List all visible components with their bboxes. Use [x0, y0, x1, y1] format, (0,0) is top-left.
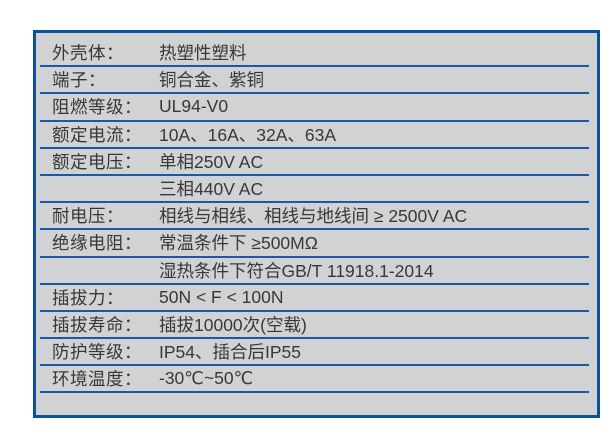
- spec-label: 环境温度：: [52, 369, 142, 390]
- spec-row: 插拔力： 50N < F < 100N: [40, 285, 589, 312]
- spec-row: 阻燃等级： UL94-V0: [40, 94, 589, 122]
- spec-label: 阻燃等级：: [52, 97, 142, 118]
- spec-value: 单相250V AC: [159, 151, 264, 172]
- spec-label: 外壳体：: [52, 43, 124, 64]
- spec-value: UL94-V0: [159, 96, 229, 117]
- spec-label: 防护等级：: [52, 342, 142, 363]
- spec-row: 耐电压： 相线与相线、相线与地线间 ≥ 2500V AC: [40, 203, 589, 231]
- spec-label: 耐电压：: [52, 206, 124, 227]
- spec-row: 三相440V AC: [40, 176, 589, 204]
- spec-label: 插拔力：: [52, 287, 124, 308]
- spec-row: 额定电流： 10A、16A、32A、63A: [40, 122, 589, 149]
- spec-row: 外壳体： 热塑性塑料: [40, 40, 589, 68]
- spec-value: -30℃~50℃: [159, 368, 254, 389]
- spec-row: 插拔寿命： 插拔10000次(空载): [40, 312, 589, 340]
- spec-row: 绝缘电阻： 常温条件下 ≥500MΩ: [40, 230, 589, 258]
- spec-table: 外壳体： 热塑性塑料 端子： 铜合金、紫铜 阻燃等级： UL94-V0 额定电流…: [33, 30, 600, 418]
- spec-label: 绝缘电阻：: [52, 233, 142, 254]
- spec-row: 湿热条件下符合GB/T 11918.1-2014: [40, 258, 589, 285]
- spec-label: 额定电压：: [52, 151, 142, 172]
- spec-label: 插拔寿命：: [52, 314, 142, 335]
- spec-row: 端子： 铜合金、紫铜: [40, 67, 589, 95]
- spec-value: 10A、16A、32A、63A: [159, 124, 337, 145]
- spec-value: IP54、插合后IP55: [159, 342, 301, 363]
- spec-label: 额定电流：: [52, 124, 142, 145]
- spec-value: 铜合金、紫铜: [159, 70, 264, 91]
- spec-value: 热塑性塑料: [159, 43, 247, 64]
- spec-row: 环境温度： -30℃~50℃: [40, 366, 589, 394]
- spec-value: 50N < F < 100N: [159, 286, 284, 307]
- spec-rows: 外壳体： 热塑性塑料 端子： 铜合金、紫铜 阻燃等级： UL94-V0 额定电流…: [36, 40, 597, 394]
- spec-value: 常温条件下 ≥500MΩ: [159, 233, 318, 254]
- spec-label: 端子：: [52, 70, 106, 91]
- spec-row: 防护等级： IP54、插合后IP55: [40, 339, 589, 367]
- spec-value: 三相440V AC: [159, 179, 264, 200]
- spec-value: 插拔10000次(空载): [159, 314, 307, 335]
- spec-value: 相线与相线、相线与地线间 ≥ 2500V AC: [159, 206, 468, 227]
- spec-value: 湿热条件下符合GB/T 11918.1-2014: [159, 260, 434, 281]
- spec-row: 额定电压： 单相250V AC: [40, 149, 589, 176]
